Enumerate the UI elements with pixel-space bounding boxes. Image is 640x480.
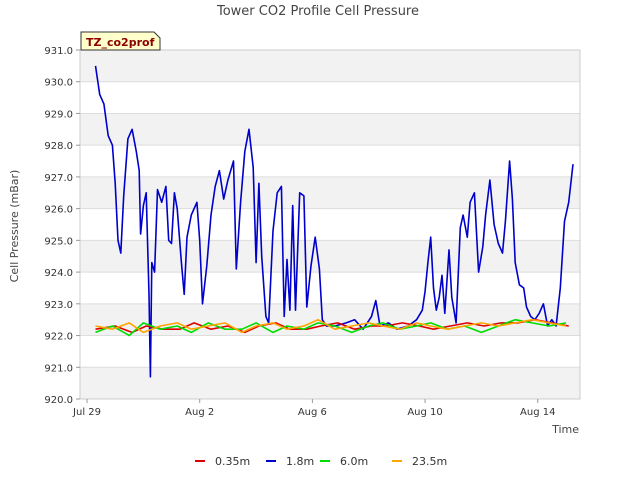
y-tick-label: 931.0: [44, 46, 73, 57]
x-tick-label: Aug 14: [520, 407, 555, 418]
plot-band: [80, 335, 580, 368]
x-tick-label: Aug 6: [298, 407, 327, 418]
plot-band: [80, 145, 580, 177]
legend: 0.35m 1.8m 6.0m 23.5m: [195, 455, 447, 468]
y-tick-label: 930.0: [44, 78, 73, 89]
x-tick-label: Jul 29: [72, 407, 101, 418]
y-tick-label: 920.0: [44, 395, 73, 406]
series-line-1.8m: [94, 65, 574, 378]
y-tick-label: 929.0: [44, 109, 73, 120]
legend-label-6.0m: 6.0m: [340, 455, 368, 468]
y-tick-label: 924.0: [44, 268, 73, 279]
plot-band: [80, 113, 580, 146]
x-tick-label: Aug 10: [407, 407, 442, 418]
plot-background: [80, 50, 580, 399]
y-axis-label: Cell Pressure (mBar): [8, 170, 21, 283]
plot-band: [80, 50, 580, 82]
plot-frame: [79, 49, 581, 400]
plot-band: [80, 176, 580, 209]
plot-band: [80, 367, 580, 399]
chart-title: Tower CO2 Profile Cell Pressure: [216, 4, 419, 19]
site-tag: TZ_co2prof: [80, 31, 161, 51]
plot-band: [80, 240, 580, 273]
site-tag-box: [80, 31, 161, 51]
x-axis-label: Time: [551, 423, 579, 436]
legend-label-0.35m: 0.35m: [215, 455, 250, 468]
plot-band: [80, 272, 580, 304]
x-tick-label: Aug 2: [185, 407, 214, 418]
series-line-23.5m: [95, 318, 567, 334]
plot-band: [80, 81, 580, 114]
plot-band: [80, 303, 580, 336]
y-tick-label: 927.0: [44, 173, 73, 184]
y-tick-label: 925.0: [44, 236, 73, 247]
site-tag-label: TZ_co2prof: [86, 36, 155, 49]
y-tick-label: 923.0: [44, 300, 73, 311]
x-axis-ticks: Jul 29 Aug 2 Aug 6 Aug 10 Aug 14: [72, 399, 555, 418]
y-tick-label: 921.0: [44, 363, 73, 374]
y-tick-label: 928.0: [44, 141, 73, 152]
y-tick-label: 926.0: [44, 205, 73, 216]
y-tick-label: 922.0: [44, 332, 73, 343]
y-axis-ticks: 920.0 921.0 922.0 923.0 924.0 925.0 926.0 927.0…: [44, 46, 80, 406]
series-lines: [94, 65, 574, 378]
legend-label-23.5m: 23.5m: [412, 455, 447, 468]
legend-label-1.8m: 1.8m: [286, 455, 314, 468]
